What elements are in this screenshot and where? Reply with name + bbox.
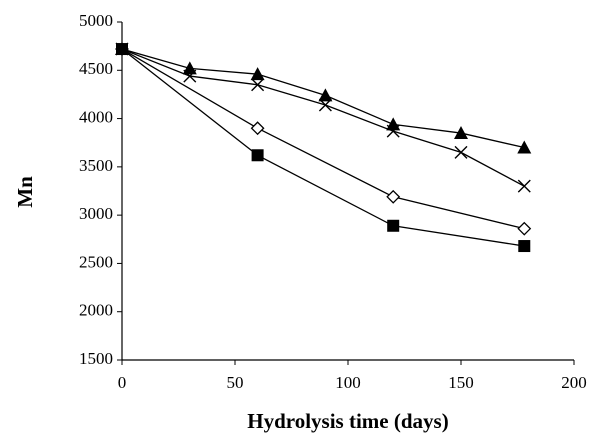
x-tick-label: 50: [227, 373, 244, 392]
marker: [386, 117, 400, 130]
marker: [252, 122, 264, 134]
y-tick-label: 3500: [79, 156, 113, 175]
x-tick-label: 150: [448, 373, 474, 392]
x-tick-label: 100: [335, 373, 361, 392]
marker: [183, 61, 197, 74]
y-tick-label: 1500: [79, 349, 113, 368]
marker: [518, 223, 530, 235]
x-tick-label: 0: [118, 373, 127, 392]
chart: Hydrolysis time (days) Mn 15002000250030…: [0, 0, 598, 444]
y-axis-title: Mn: [13, 176, 37, 208]
x-axis-title: Hydrolysis time (days): [247, 409, 448, 433]
marker: [455, 146, 467, 158]
marker: [518, 240, 530, 252]
marker: [387, 220, 399, 232]
series-line: [122, 49, 524, 186]
marker: [116, 43, 128, 55]
page: Hydrolysis time (days) Mn 15002000250030…: [0, 0, 598, 444]
marker: [518, 180, 530, 192]
y-tick-label: 4000: [79, 107, 113, 126]
y-tick-label: 3000: [79, 204, 113, 223]
marker: [387, 191, 399, 203]
y-tick-label: 2500: [79, 252, 113, 271]
x-tick-label: 200: [561, 373, 587, 392]
series-line: [122, 49, 524, 246]
marker: [252, 149, 264, 161]
y-tick-label: 4500: [79, 59, 113, 78]
y-tick-label: 5000: [79, 11, 113, 30]
y-tick-label: 2000: [79, 301, 113, 320]
